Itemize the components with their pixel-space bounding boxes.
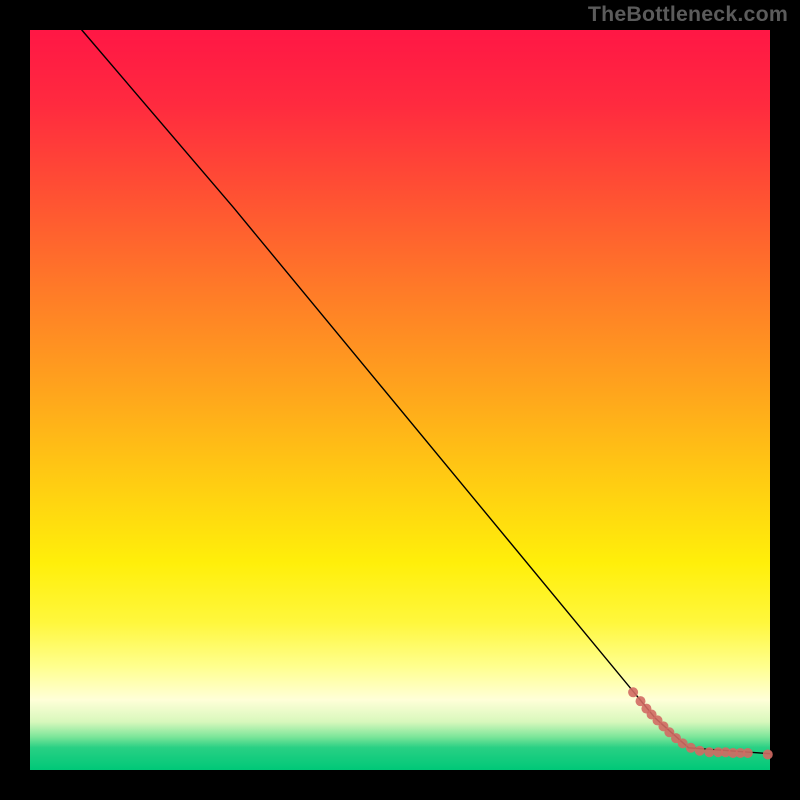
data-point [763, 749, 773, 759]
data-point [695, 746, 705, 756]
data-point [628, 687, 638, 697]
data-point [686, 743, 696, 753]
data-point [704, 747, 714, 757]
data-point [743, 748, 753, 758]
bottleneck-chart [0, 0, 800, 800]
plot-background [30, 30, 770, 770]
chart-frame: { "watermark": { "text": "TheBottleneck.… [0, 0, 800, 800]
watermark-text: TheBottleneck.com [588, 2, 788, 27]
